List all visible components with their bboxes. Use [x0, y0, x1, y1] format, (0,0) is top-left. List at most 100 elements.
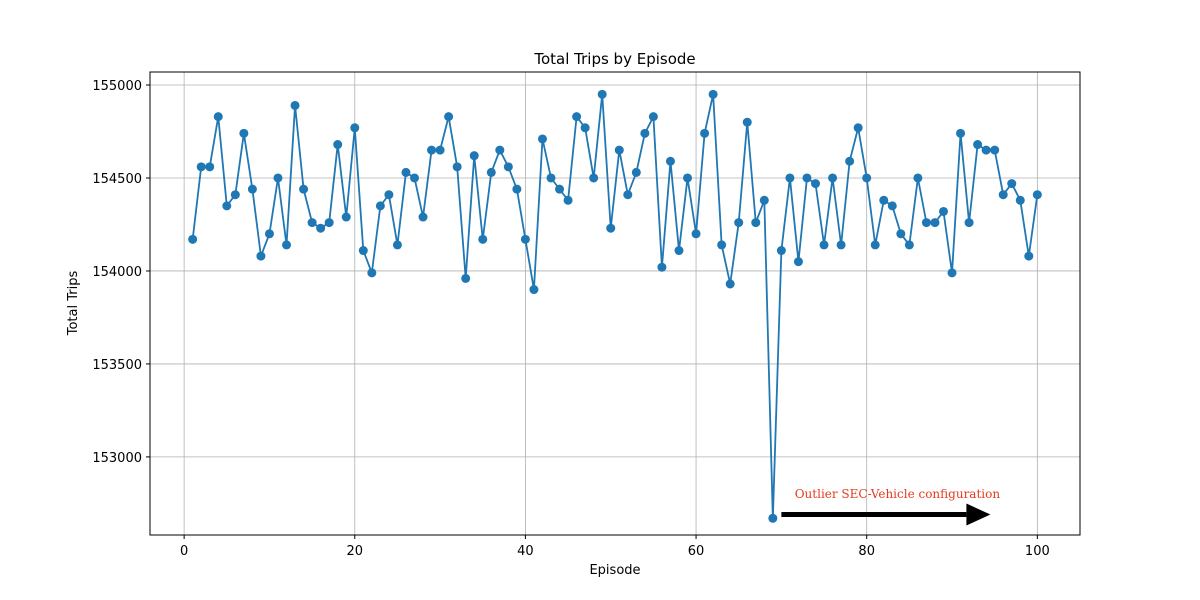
data-point	[657, 262, 667, 272]
data-point	[981, 145, 991, 155]
y-axis-ticks: 153000 153500 154000 154500 155000	[92, 79, 150, 466]
x-tick-label: 100	[1025, 544, 1050, 559]
data-point	[828, 173, 838, 183]
data-point	[862, 173, 872, 183]
data-point	[973, 140, 983, 150]
data-point	[606, 223, 616, 233]
data-point	[572, 112, 582, 122]
data-point	[930, 218, 940, 228]
data-point	[1024, 251, 1034, 261]
data-point	[742, 117, 752, 127]
data-point	[529, 285, 539, 295]
data-point	[350, 123, 360, 133]
data-point	[486, 167, 496, 177]
data-point	[392, 240, 402, 250]
data-point	[853, 123, 863, 133]
data-point	[341, 212, 351, 222]
data-point	[1007, 179, 1017, 189]
data-point	[418, 212, 428, 222]
x-axis-label: Episode	[589, 563, 640, 578]
data-point	[333, 140, 343, 150]
y-axis-label: Total Trips	[66, 271, 81, 337]
data-point	[811, 179, 821, 189]
data-point	[230, 190, 240, 200]
y-tick-label: 155000	[92, 79, 142, 94]
data-point	[196, 162, 206, 172]
data-point	[597, 89, 607, 99]
data-point	[469, 151, 479, 161]
data-point	[444, 112, 454, 122]
grid-lines	[150, 72, 1080, 535]
data-point	[555, 184, 565, 194]
data-point	[793, 257, 803, 267]
data-point	[845, 156, 855, 166]
data-point	[819, 240, 829, 250]
data-point	[307, 218, 317, 228]
data-point	[836, 240, 846, 250]
x-tick-label: 20	[346, 544, 363, 559]
data-point	[213, 112, 223, 122]
data-point	[614, 145, 624, 155]
y-tick-label: 153000	[92, 451, 142, 466]
data-point	[299, 184, 309, 194]
data-point	[409, 173, 419, 183]
data-point	[503, 162, 513, 172]
data-point	[904, 240, 914, 250]
data-point	[520, 234, 530, 244]
plot-frame	[149, 71, 1081, 536]
annotation-text: Outlier SEC-Vehicle configuration	[795, 487, 1001, 501]
data-point	[401, 167, 411, 177]
data-point	[375, 201, 385, 211]
data-point	[358, 246, 368, 256]
data-point	[273, 173, 283, 183]
data-point	[956, 128, 966, 138]
data-point	[964, 218, 974, 228]
data-point	[290, 100, 300, 110]
data-point	[512, 184, 522, 194]
chart-title: Total Trips by Episode	[533, 50, 695, 68]
x-tick-label: 40	[517, 544, 534, 559]
data-point	[205, 162, 215, 172]
data-point	[759, 195, 769, 205]
data-point	[631, 167, 641, 177]
data-point	[282, 240, 292, 250]
data-point	[768, 513, 778, 523]
annotation-layer: Outlier SEC-Vehicle configuration	[781, 487, 1000, 526]
data-point	[563, 195, 573, 205]
x-tick-label: 0	[180, 544, 188, 559]
data-point	[887, 201, 897, 211]
data-point	[188, 234, 198, 244]
data-point	[700, 128, 710, 138]
data-point	[870, 240, 880, 250]
x-tick-label: 80	[858, 544, 875, 559]
data-point	[683, 173, 693, 183]
data-point	[580, 123, 590, 133]
data-point	[1015, 195, 1025, 205]
data-point	[478, 234, 488, 244]
y-tick-label: 153500	[92, 358, 142, 373]
series-line	[191, 93, 1039, 520]
data-point	[247, 184, 257, 194]
data-point	[537, 134, 547, 144]
data-point	[725, 279, 735, 289]
data-point	[427, 145, 437, 155]
data-point	[734, 218, 744, 228]
series-layer	[188, 89, 1042, 523]
x-tick-label: 60	[688, 544, 705, 559]
data-point	[256, 251, 266, 261]
data-point	[717, 240, 727, 250]
data-point	[802, 173, 812, 183]
data-point	[546, 173, 556, 183]
annotation-arrow-head	[966, 503, 991, 526]
data-point	[947, 268, 957, 278]
data-point	[708, 89, 718, 99]
data-point	[665, 156, 675, 166]
data-point	[384, 190, 394, 200]
data-point	[896, 229, 906, 239]
data-point	[879, 195, 889, 205]
data-point	[452, 162, 462, 172]
data-point	[785, 173, 795, 183]
data-point	[239, 128, 249, 138]
data-point	[990, 145, 1000, 155]
